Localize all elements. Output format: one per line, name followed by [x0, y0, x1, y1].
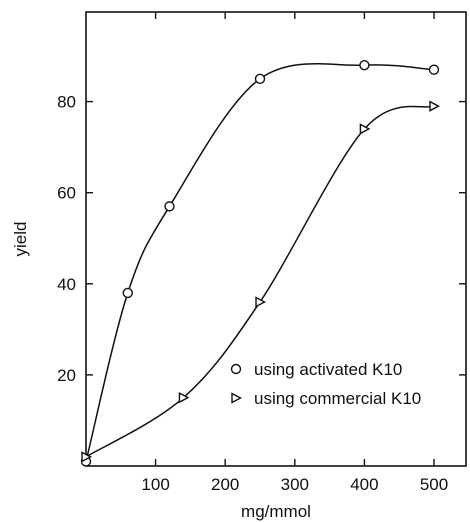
x-tick-label: 300: [281, 475, 309, 494]
legend: using activated K10 using commercial K10: [230, 360, 421, 408]
data-point-series-1: [428, 64, 440, 75]
legend-label-1: using activated K10: [254, 360, 402, 379]
data-point-series-1: [254, 73, 266, 85]
data-point-series-2: [178, 392, 190, 404]
y-tick-label: 60: [57, 184, 76, 203]
y-tick-label: 80: [57, 93, 76, 112]
y-tick-label: 40: [57, 275, 76, 294]
data-point-series-2: [359, 123, 371, 135]
data-point-series-1: [359, 59, 370, 71]
x-axis-ticks: 100 200 300 400 500: [141, 12, 448, 494]
x-tick-label: 400: [350, 475, 378, 494]
plot-frame: [85, 11, 467, 467]
data-point-series-1: [164, 201, 175, 212]
series-markers: [80, 59, 440, 467]
x-tick-label: 500: [420, 475, 448, 494]
data-point-series-2: [429, 100, 440, 112]
y-axis-ticks: 20 40 60 80: [57, 93, 466, 385]
legend-marker-2: [231, 392, 242, 404]
data-point-series-2: [81, 451, 92, 463]
x-tick-label: 100: [141, 475, 169, 494]
legend-marker-1: [230, 363, 242, 375]
legend-label-2: using commercial K10: [254, 389, 421, 408]
data-point-series-1: [122, 287, 133, 299]
x-tick-label: 200: [211, 475, 239, 494]
y-tick-label: 20: [57, 366, 76, 385]
x-axis-label: mg/mmol: [241, 502, 311, 521]
data-point-series-2: [255, 296, 266, 308]
y-axis-label: yield: [11, 222, 30, 257]
